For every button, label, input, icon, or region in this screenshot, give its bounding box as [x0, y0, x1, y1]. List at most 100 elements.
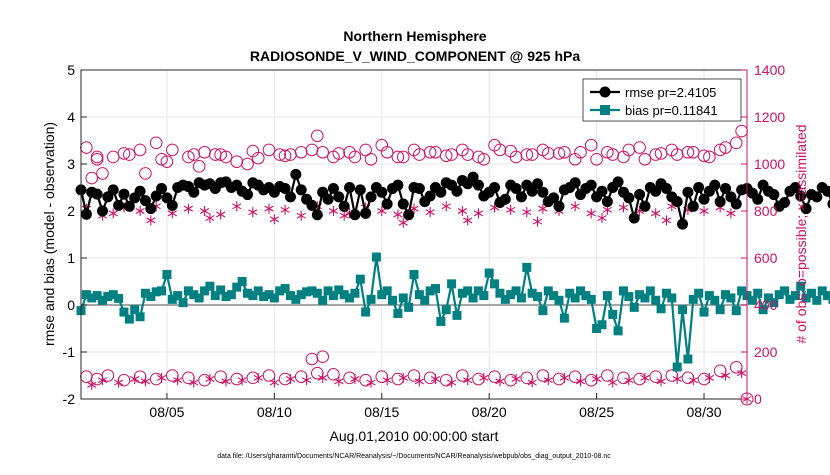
- bias-marker: [420, 296, 429, 305]
- bias-marker: [125, 315, 134, 324]
- legend-rmse-label: rmse pr=2.4105: [625, 85, 716, 100]
- bias-marker: [157, 286, 166, 295]
- bias-marker: [490, 279, 499, 288]
- rmse-marker: [639, 201, 650, 212]
- rmse-marker: [672, 196, 683, 207]
- rmse-marker: [634, 189, 645, 200]
- x-tick-label: 08/30: [687, 404, 722, 420]
- y-left-tick-label: 2: [67, 203, 75, 219]
- rmse-marker: [779, 197, 790, 208]
- rmse-marker: [688, 201, 699, 212]
- rmse-marker: [500, 194, 511, 205]
- bias-marker: [555, 296, 564, 305]
- rmse-marker: [312, 209, 323, 220]
- rmse-marker: [596, 186, 607, 197]
- bias-marker: [383, 286, 392, 295]
- x-tick-label: 08/10: [257, 404, 292, 420]
- bias-marker: [630, 303, 639, 312]
- y-left-tick-label: 3: [67, 156, 75, 172]
- rmse-marker: [435, 187, 446, 198]
- x-tick-label: 08/20: [472, 404, 507, 420]
- bias-marker: [560, 314, 569, 323]
- y-left-tick-label: 5: [67, 62, 75, 78]
- rmse-marker: [366, 191, 377, 202]
- rmse-marker: [92, 189, 103, 200]
- rmse-marker: [108, 184, 119, 195]
- rmse-marker: [382, 198, 393, 209]
- bias-marker: [657, 304, 666, 313]
- rmse-marker: [682, 187, 693, 198]
- y-right-tick-label: 1000: [754, 156, 785, 172]
- rmse-marker: [135, 186, 146, 197]
- rmse-marker: [145, 203, 156, 214]
- bias-marker: [367, 295, 376, 304]
- bias-marker: [356, 275, 365, 284]
- bias-marker: [673, 363, 682, 372]
- bias-marker: [533, 292, 542, 301]
- y-right-tick-label: 200: [754, 344, 778, 360]
- rmse-marker: [81, 209, 92, 220]
- bias-marker: [608, 310, 617, 319]
- rmse-marker: [414, 183, 425, 194]
- legend-rmse-marker: [600, 87, 611, 98]
- bias-marker: [179, 298, 188, 307]
- rmse-marker: [613, 176, 624, 187]
- bias-marker: [162, 270, 171, 279]
- legend-bias-marker: [600, 105, 610, 115]
- rmse-marker: [323, 194, 334, 205]
- bias-marker: [361, 308, 370, 317]
- y-axis-right-label: # of obs: o=possible; ×=assimilated: [793, 124, 809, 343]
- rmse-marker: [516, 191, 527, 202]
- bias-marker: [318, 296, 327, 305]
- bias-marker: [812, 296, 821, 305]
- bias-marker: [726, 293, 735, 302]
- y-left-tick-label: 4: [67, 109, 75, 125]
- bias-marker: [114, 294, 123, 303]
- bias-marker: [350, 289, 359, 298]
- bias-marker: [447, 279, 456, 288]
- x-tick-label: 08/05: [149, 404, 184, 420]
- rmse-marker: [709, 180, 720, 191]
- rmse-marker: [118, 189, 129, 200]
- y-right-tick-label: 400: [754, 297, 778, 313]
- rmse-marker: [403, 209, 414, 220]
- x-tick-label: 08/25: [579, 404, 614, 420]
- bias-marker: [780, 286, 789, 295]
- rmse-marker: [296, 184, 307, 195]
- bias-marker: [452, 311, 461, 320]
- rmse-marker: [333, 191, 344, 202]
- bias-marker: [732, 306, 741, 315]
- rmse-marker: [285, 191, 296, 202]
- bias-marker: [667, 293, 676, 302]
- rmse-marker: [360, 208, 371, 219]
- rmse-marker: [339, 201, 350, 212]
- rmse-marker: [306, 200, 317, 211]
- rmse-marker: [97, 206, 108, 217]
- bias-marker: [587, 295, 596, 304]
- rmse-marker: [602, 196, 613, 207]
- rmse-marker: [290, 169, 301, 180]
- bias-marker: [205, 282, 214, 291]
- bias-marker: [442, 305, 451, 314]
- bias-marker: [136, 312, 145, 321]
- y-right-tick-label: 600: [754, 250, 778, 266]
- rmse-marker: [188, 187, 199, 198]
- rmse-marker: [570, 177, 581, 188]
- rmse-marker: [489, 182, 500, 193]
- chart-title: Northern Hemisphere: [343, 28, 486, 44]
- bias-marker: [710, 296, 719, 305]
- bias-marker: [517, 293, 526, 302]
- rmse-marker: [629, 213, 640, 224]
- bias-marker: [716, 305, 725, 314]
- bias-marker: [479, 291, 488, 300]
- rmse-marker: [392, 180, 403, 191]
- rmse-marker: [554, 201, 565, 212]
- bias-marker: [522, 263, 531, 272]
- rmse-marker: [344, 182, 355, 193]
- bias-marker: [624, 292, 633, 301]
- bias-marker: [431, 284, 440, 293]
- chart-subtitle: RADIOSONDE_V_WIND_COMPONENT @ 925 hPa: [250, 48, 580, 64]
- rmse-marker: [677, 219, 688, 230]
